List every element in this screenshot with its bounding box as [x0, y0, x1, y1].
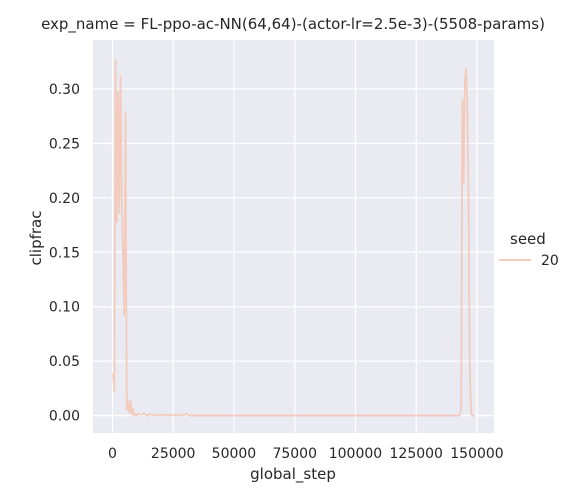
y-tick-label: 0.15 [49, 245, 80, 261]
x-tick-label: 0 [108, 446, 117, 462]
y-ticks: 0.00 0.05 0.10 0.15 0.20 0.25 0.30 [49, 82, 80, 425]
y-tick-label: 0.25 [49, 136, 80, 152]
legend: seed 20 [499, 230, 559, 269]
grid [93, 40, 494, 433]
y-tick-label: 0.00 [49, 409, 80, 425]
y-axis-label: clipfrac [27, 211, 45, 266]
legend-label-seed-20: 20 [541, 253, 559, 269]
plot-background [93, 40, 494, 433]
series-line-seed-20 [112, 58, 475, 417]
y-tick-label: 0.05 [49, 354, 80, 370]
x-axis-label: global_step [250, 465, 336, 484]
y-tick-label: 0.30 [49, 82, 80, 98]
x-tick-label: 50000 [212, 446, 257, 462]
y-tick-label: 0.10 [49, 300, 80, 316]
x-tick-label: 150000 [450, 446, 503, 462]
x-tick-label: 100000 [329, 446, 382, 462]
x-ticks: 0 25000 50000 75000 100000 125000 150000 [108, 446, 504, 462]
chart-title: exp_name = FL-ppo-ac-NN(64,64)-(actor-lr… [41, 15, 545, 34]
legend-title: seed [510, 230, 546, 248]
y-tick-label: 0.20 [49, 191, 80, 207]
x-tick-label: 25000 [151, 446, 196, 462]
x-tick-label: 75000 [272, 446, 317, 462]
x-tick-label: 125000 [390, 446, 443, 462]
series-layer [112, 58, 475, 417]
